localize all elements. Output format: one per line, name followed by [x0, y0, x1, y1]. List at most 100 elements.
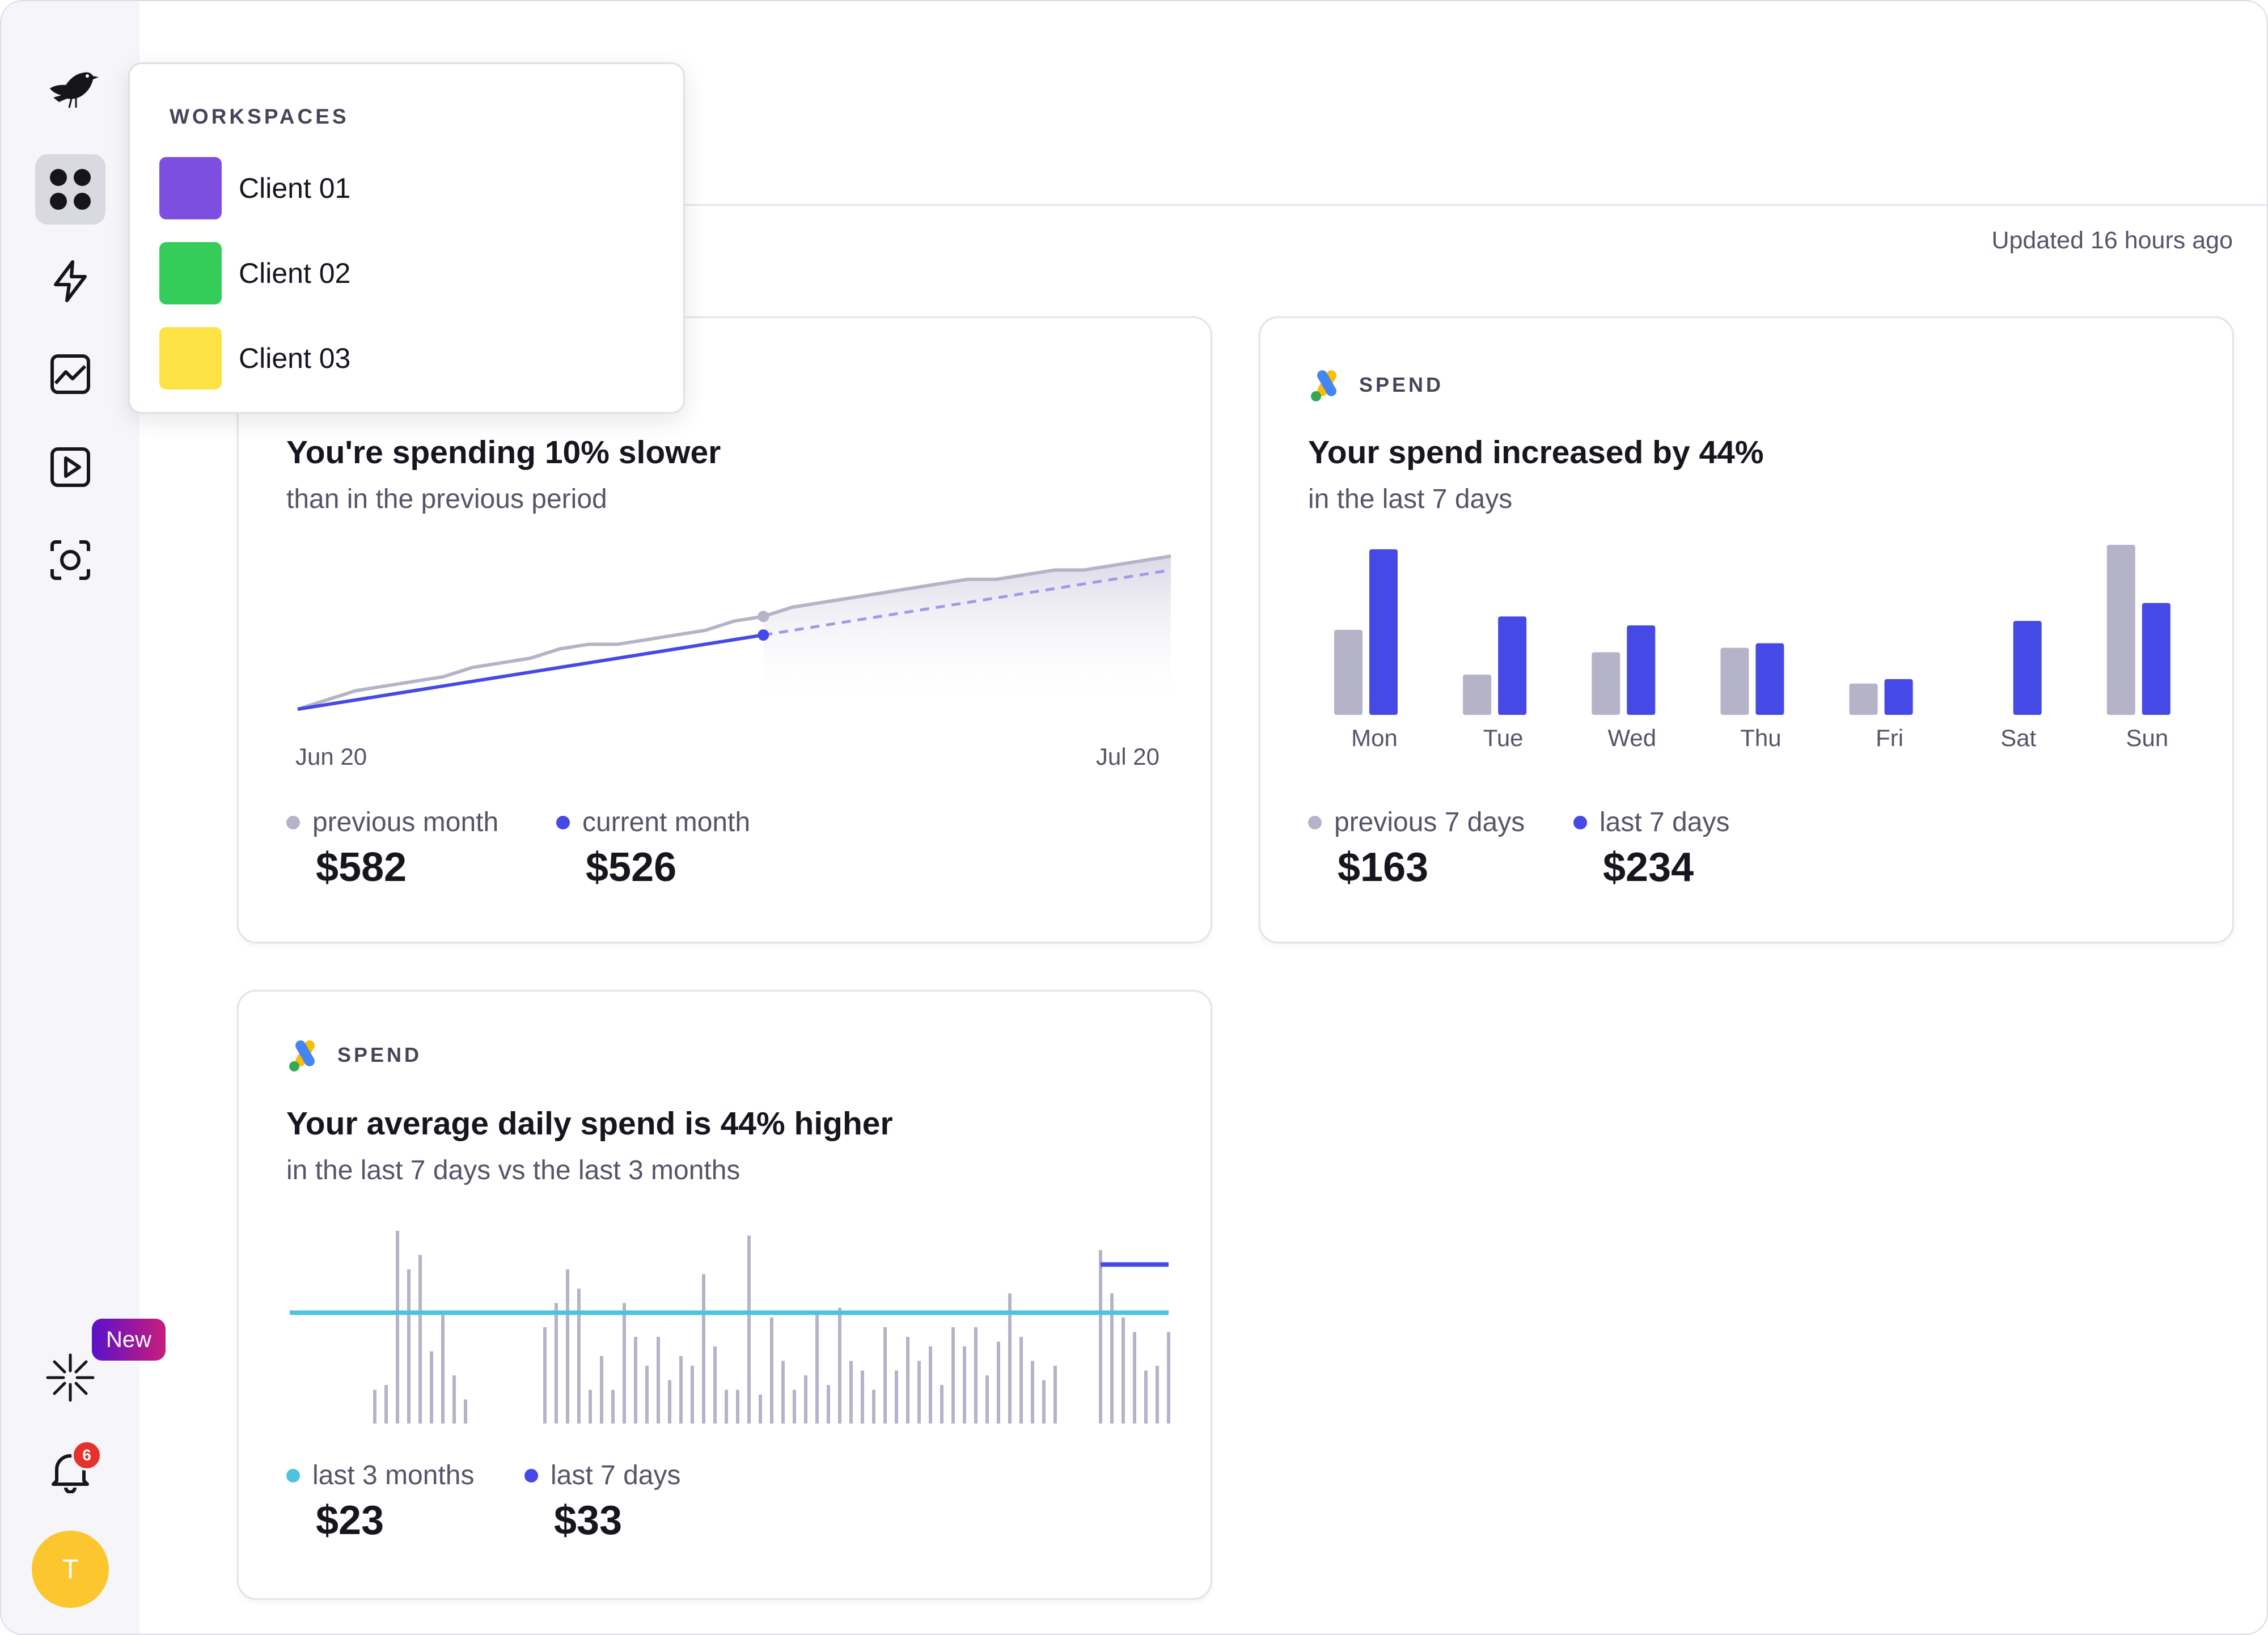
scan-icon[interactable] [35, 525, 105, 595]
card-title: Your average daily spend is 44% higher [286, 1105, 893, 1142]
card-header-label: SPEND [1359, 373, 1444, 396]
daily-bar [418, 1255, 422, 1424]
daily-bar-last-7 [1122, 1318, 1125, 1424]
daily-bar [407, 1269, 411, 1424]
daily-bar [929, 1346, 932, 1424]
play-icon[interactable] [35, 432, 105, 502]
bird-logo-icon[interactable] [35, 52, 105, 122]
weekly-spend-bar-chart: Mon Tue Wed Thu Fri Sat Sun [1334, 545, 2170, 751]
lightning-icon[interactable] [35, 246, 105, 316]
daily-bar [611, 1390, 615, 1424]
daily-bar [452, 1375, 456, 1424]
daily-bar [781, 1361, 785, 1424]
card-spend-increase: SPEND Your spend increased by 44% in the… [1259, 316, 2234, 943]
header-divider [139, 204, 2267, 206]
bar-previous-sun [2106, 545, 2135, 715]
daily-bar [543, 1327, 547, 1424]
x-tick-label: Tue [1483, 725, 1524, 751]
card-average-daily-spend: SPEND Your average daily spend is 44% hi… [237, 990, 1212, 1600]
current-month-projection-line [763, 569, 1171, 637]
daily-bar [849, 1361, 853, 1424]
workspace-swatch [159, 242, 222, 304]
updated-timestamp: Updated 16 hours ago [1991, 227, 2233, 254]
daily-bar-last-7 [1156, 1366, 1159, 1424]
daily-bar [838, 1308, 841, 1424]
last-7-days-value: $234 [1603, 845, 1694, 890]
legend-dot [1308, 815, 1322, 829]
bar-previous-mon [1334, 630, 1363, 715]
daily-bar [736, 1390, 739, 1424]
daily-bar [883, 1327, 887, 1424]
card-title: You're spending 10% slower [286, 434, 721, 471]
avatar[interactable]: T [32, 1531, 109, 1608]
workspace-item-client-02[interactable]: Client 02 [159, 242, 350, 304]
x-tick-label: Sat [2000, 725, 2036, 751]
daily-spend-bar-chart [290, 1231, 1170, 1424]
dropdown-title: WORKSPACES [170, 105, 349, 128]
daily-bar [657, 1337, 660, 1424]
daily-bar [713, 1346, 717, 1424]
bar-last-mon [1369, 549, 1398, 715]
legend-label: last 7 days [1600, 807, 1730, 837]
legend-last-3-months: last 3 months [286, 1460, 474, 1491]
sparkle-icon[interactable] [35, 1342, 105, 1413]
current-month-marker [758, 629, 769, 641]
card-title: Your spend increased by 44% [1308, 434, 1764, 471]
daily-bar [963, 1346, 966, 1424]
daily-bar [725, 1390, 728, 1424]
daily-bar [464, 1399, 467, 1424]
notification-count: 6 [71, 1440, 102, 1471]
daily-bar [827, 1385, 830, 1424]
workspace-item-client-01[interactable]: Client 01 [159, 157, 350, 219]
daily-bar [759, 1395, 762, 1424]
daily-bar [985, 1375, 989, 1424]
bar-last-thu [1755, 643, 1784, 715]
daily-bar [1042, 1380, 1046, 1424]
daily-bar [895, 1370, 898, 1424]
workspace-swatch [159, 157, 222, 219]
daily-bar [917, 1361, 921, 1424]
new-badge: New [92, 1319, 166, 1361]
daily-bar [634, 1337, 637, 1424]
daily-bar [373, 1390, 376, 1424]
legend-previous-month: previous month [286, 807, 498, 838]
last-7-days-value: $33 [554, 1498, 623, 1543]
card-header: SPEND [286, 1037, 422, 1073]
daily-bar [679, 1356, 683, 1424]
bar-previous-fri [1849, 683, 1878, 715]
previous-7-days-value: $163 [1338, 845, 1429, 890]
sidebar: New 6 T [1, 1, 166, 1634]
daily-bar-last-7 [1167, 1332, 1170, 1424]
daily-bar [623, 1303, 626, 1424]
google-ads-icon [289, 1040, 315, 1071]
daily-bar [1031, 1361, 1034, 1424]
daily-bar [396, 1231, 399, 1424]
daily-bar [555, 1303, 558, 1424]
bar-last-tue [1498, 616, 1527, 715]
daily-bar [861, 1370, 864, 1424]
daily-bar [441, 1312, 445, 1424]
daily-bar [430, 1351, 433, 1424]
daily-bar [997, 1341, 1000, 1424]
x-tick-label: Wed [1607, 725, 1656, 751]
daily-bar [691, 1366, 694, 1424]
daily-bar [793, 1390, 796, 1424]
workspace-item-client-03[interactable]: Client 03 [159, 327, 350, 389]
daily-bar [577, 1289, 581, 1424]
legend-label: previous 7 days [1334, 807, 1525, 837]
legend-dot [286, 815, 300, 829]
bar-previous-thu [1720, 647, 1749, 715]
daily-bar [815, 1312, 819, 1424]
legend-label: last 3 months [312, 1460, 475, 1490]
card-subtitle: in the last 7 days [1308, 484, 1513, 514]
bar-previous-wed [1592, 652, 1620, 715]
workspace-label: Client 01 [239, 172, 351, 204]
legend-last-7-days: last 7 days [1573, 807, 1729, 838]
legend-label: last 7 days [551, 1460, 681, 1490]
forecast-area [763, 556, 1171, 709]
chart-icon[interactable] [35, 339, 105, 409]
bar-last-wed [1627, 625, 1656, 715]
legend-dot [1573, 815, 1587, 829]
grid-icon[interactable] [35, 154, 105, 225]
